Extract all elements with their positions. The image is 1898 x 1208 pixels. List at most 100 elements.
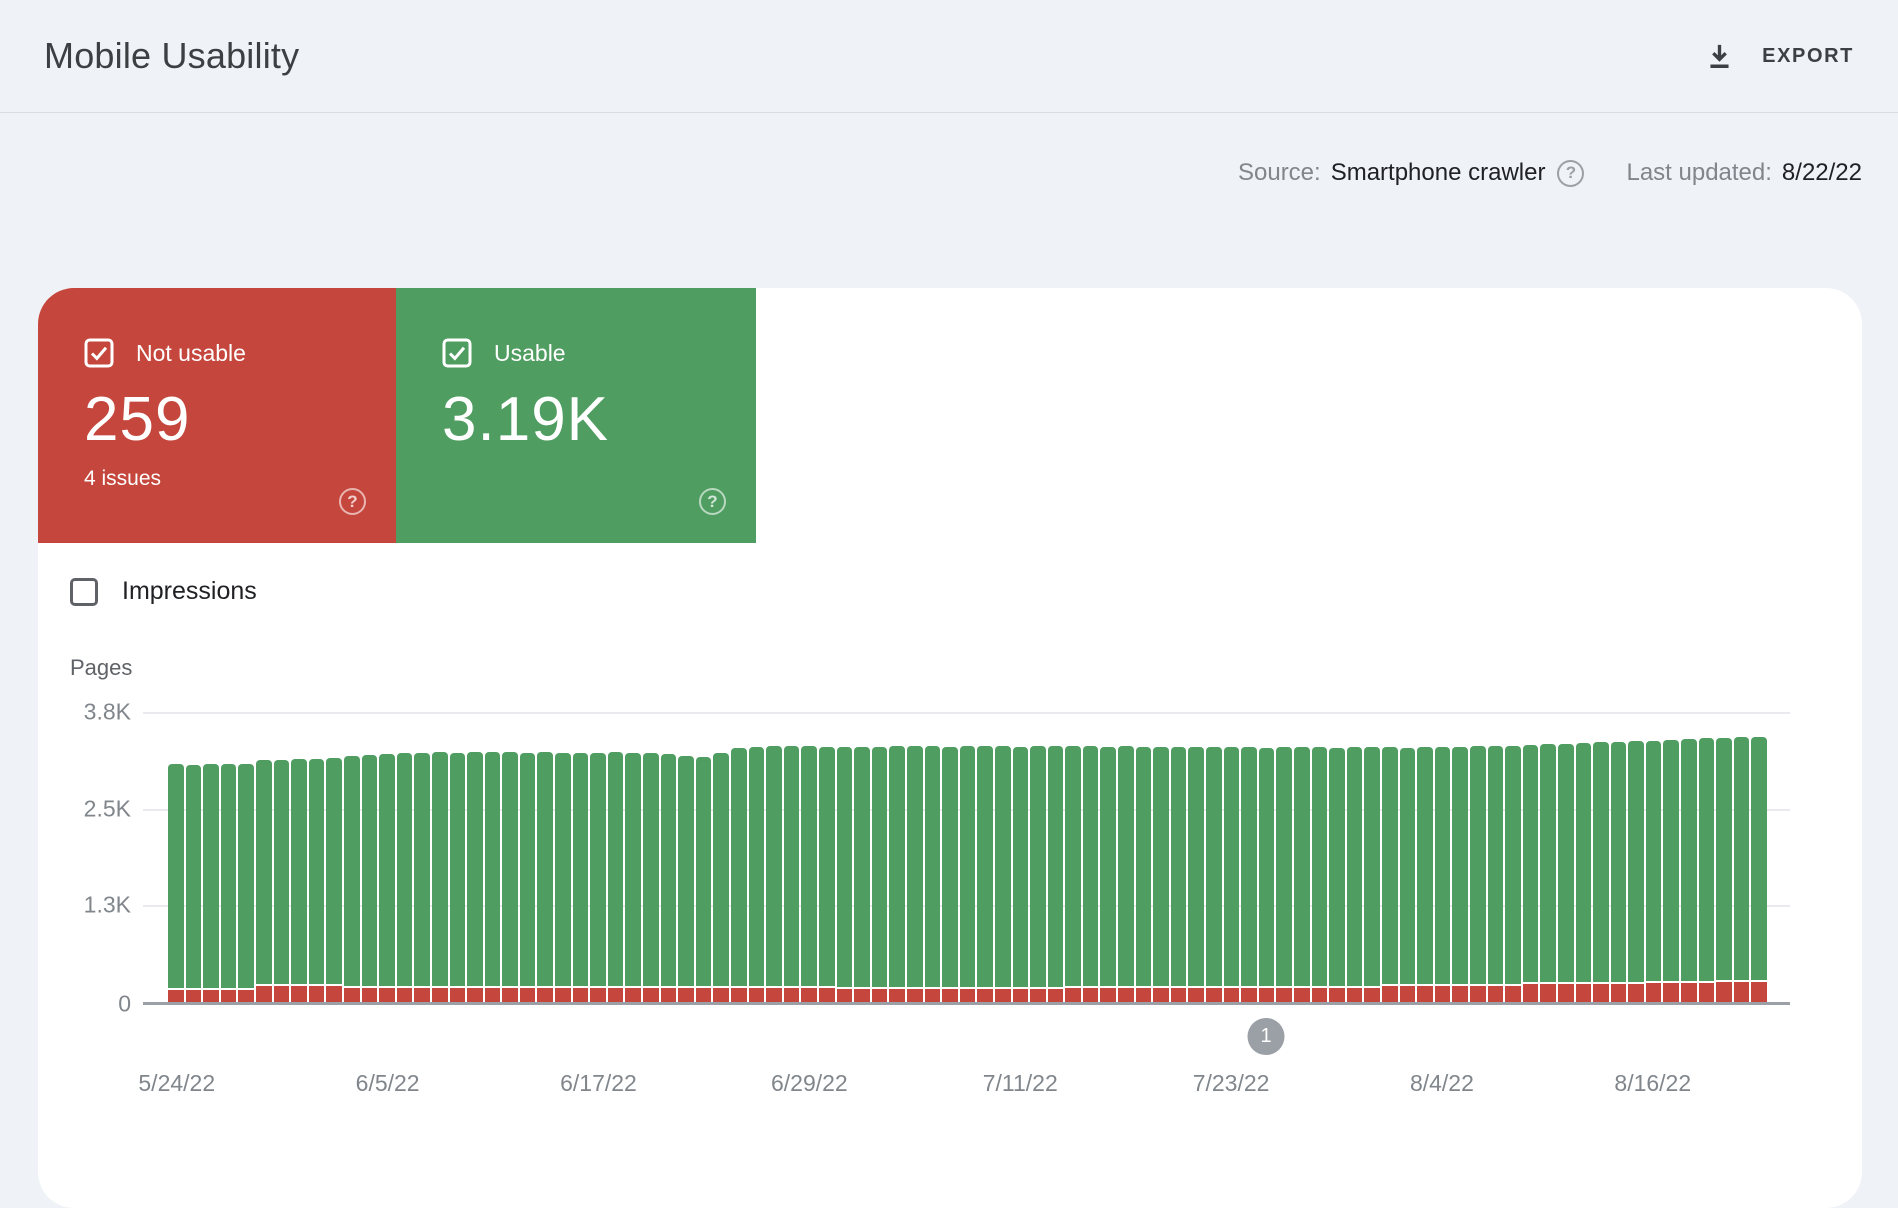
- not-usable-segment[interactable]: [1100, 987, 1117, 1002]
- bar[interactable]: [273, 759, 290, 1002]
- not-usable-segment[interactable]: [1452, 986, 1468, 1002]
- usable-segment[interactable]: [889, 746, 905, 987]
- not-usable-segment[interactable]: [854, 988, 870, 1002]
- usable-segment[interactable]: [308, 758, 325, 984]
- not-usable-segment[interactable]: [783, 988, 800, 1002]
- usable-segment[interactable]: [1716, 737, 1732, 981]
- not-usable-segment[interactable]: [1294, 987, 1310, 1002]
- usable-segment[interactable]: [1663, 739, 1680, 982]
- usable-segment[interactable]: [871, 746, 888, 987]
- bar[interactable]: [695, 756, 712, 1002]
- not-usable-segment[interactable]: [467, 987, 483, 1002]
- usable-segment[interactable]: [431, 752, 448, 987]
- bar[interactable]: [203, 764, 219, 1002]
- bar[interactable]: [168, 764, 184, 1002]
- usable-segment[interactable]: [625, 752, 642, 987]
- bar[interactable]: [361, 755, 378, 1002]
- bar[interactable]: [924, 746, 941, 1002]
- bar[interactable]: [1698, 738, 1715, 1002]
- usable-segment[interactable]: [590, 752, 606, 987]
- bar[interactable]: [308, 758, 325, 1002]
- usable-segment[interactable]: [1030, 746, 1046, 987]
- not-usable-segment[interactable]: [748, 988, 765, 1002]
- bar[interactable]: [1628, 741, 1644, 1002]
- usable-segment[interactable]: [220, 763, 237, 988]
- not-usable-segment[interactable]: [1681, 983, 1697, 1002]
- usable-segment[interactable]: [695, 756, 712, 987]
- not-usable-segment[interactable]: [1012, 988, 1029, 1002]
- not-usable-segment[interactable]: [1030, 988, 1046, 1002]
- bar[interactable]: [731, 748, 747, 1002]
- bar[interactable]: [1100, 746, 1117, 1002]
- not-usable-segment[interactable]: [607, 988, 624, 1002]
- bar[interactable]: [1065, 745, 1081, 1002]
- not-usable-segment[interactable]: [1751, 982, 1768, 1002]
- bar[interactable]: [766, 746, 782, 1002]
- usable-segment[interactable]: [1628, 741, 1644, 983]
- not-usable-segment[interactable]: [994, 988, 1011, 1002]
- bar[interactable]: [1241, 747, 1257, 1002]
- not-usable-segment[interactable]: [889, 988, 905, 1002]
- usable-segment[interactable]: [1452, 746, 1468, 984]
- not-usable-segment[interactable]: [1645, 983, 1662, 1002]
- bar[interactable]: [555, 752, 571, 1002]
- checked-checkbox-icon[interactable]: [442, 338, 472, 368]
- bar[interactable]: [1047, 745, 1064, 1002]
- bar[interactable]: [1469, 746, 1486, 1002]
- not-usable-segment[interactable]: [590, 988, 606, 1002]
- usable-segment[interactable]: [1417, 747, 1433, 984]
- usable-segment[interactable]: [1698, 738, 1715, 982]
- usable-segment[interactable]: [1505, 745, 1521, 984]
- bar[interactable]: [889, 746, 905, 1002]
- not-usable-segment[interactable]: [396, 988, 413, 1002]
- usable-segment[interactable]: [1575, 743, 1592, 983]
- usable-segment[interactable]: [519, 752, 536, 986]
- not-usable-segment[interactable]: [431, 988, 448, 1002]
- bar[interactable]: [1153, 747, 1169, 1002]
- usable-segment[interactable]: [484, 752, 501, 986]
- not-usable-segment[interactable]: [871, 988, 888, 1002]
- not-usable-segment[interactable]: [1065, 987, 1081, 1002]
- usable-segment[interactable]: [238, 764, 254, 988]
- usable-segment[interactable]: [1294, 747, 1310, 986]
- not-usable-segment[interactable]: [185, 989, 202, 1002]
- usable-segment[interactable]: [1153, 747, 1169, 986]
- bar[interactable]: [1733, 737, 1750, 1002]
- bar[interactable]: [1399, 747, 1416, 1002]
- bar[interactable]: [1417, 747, 1433, 1002]
- usable-segment[interactable]: [1751, 736, 1768, 981]
- impressions-toggle[interactable]: Impressions: [70, 577, 1862, 606]
- not-usable-segment[interactable]: [1170, 987, 1187, 1002]
- usable-segment[interactable]: [924, 746, 941, 987]
- usable-segment[interactable]: [1223, 747, 1240, 986]
- not-usable-segment[interactable]: [713, 988, 729, 1002]
- bar[interactable]: [590, 752, 606, 1002]
- usable-segment[interactable]: [713, 752, 729, 987]
- not-usable-segment[interactable]: [1557, 984, 1574, 1002]
- bar[interactable]: [1223, 747, 1240, 1002]
- usable-segment[interactable]: [1329, 747, 1345, 986]
- not-usable-segment[interactable]: [502, 987, 518, 1002]
- bar[interactable]: [1716, 737, 1732, 1002]
- usable-segment[interactable]: [994, 746, 1011, 987]
- not-usable-segment[interactable]: [1628, 984, 1644, 1002]
- bar[interactable]: [1311, 747, 1328, 1002]
- not-usable-segment[interactable]: [379, 988, 395, 1002]
- bar[interactable]: [1364, 747, 1380, 1002]
- not-usable-segment[interactable]: [519, 987, 536, 1002]
- usable-segment[interactable]: [1047, 745, 1064, 987]
- not-usable-segment[interactable]: [1118, 987, 1134, 1002]
- usable-segment[interactable]: [379, 754, 395, 987]
- not-usable-segment[interactable]: [343, 988, 360, 1002]
- not-usable-segment[interactable]: [1241, 987, 1257, 1002]
- bar[interactable]: [748, 746, 765, 1002]
- not-usable-segment[interactable]: [555, 988, 571, 1002]
- bar[interactable]: [906, 745, 923, 1002]
- not-usable-segment[interactable]: [308, 985, 325, 1002]
- not-usable-segment[interactable]: [731, 988, 747, 1002]
- usable-segment[interactable]: [836, 746, 853, 987]
- bar[interactable]: [1381, 747, 1398, 1002]
- usable-segment[interactable]: [1276, 747, 1292, 986]
- usable-segment[interactable]: [1188, 747, 1205, 986]
- bar[interactable]: [343, 755, 360, 1002]
